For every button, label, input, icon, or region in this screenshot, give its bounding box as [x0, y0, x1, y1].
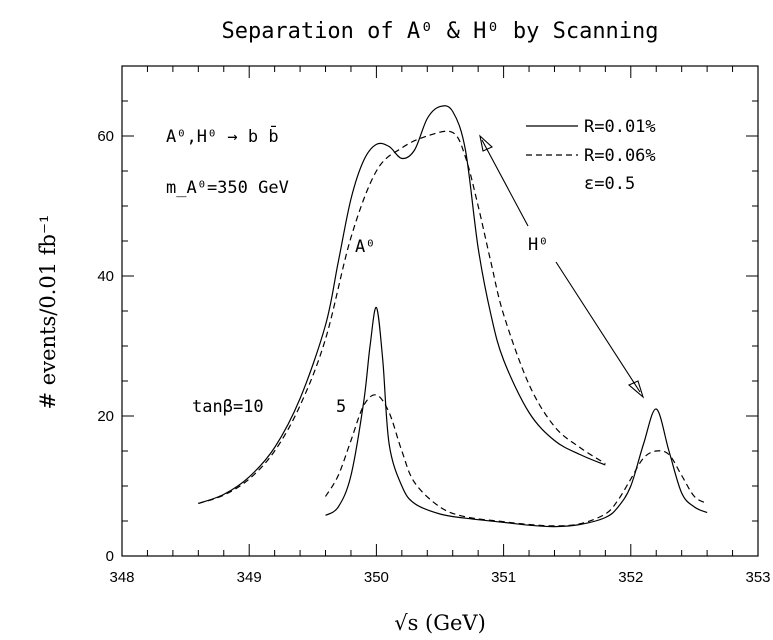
- series-line-solid-tanb10: [198, 105, 606, 505]
- epsilon-label: ε=0.5: [584, 174, 635, 194]
- y-axis-label: # events/0.01 fb⁻¹: [36, 215, 60, 410]
- a0-label: A⁰: [355, 237, 375, 257]
- h0-arrowhead-upper: [479, 134, 493, 152]
- x-tick-label: 351: [491, 569, 516, 586]
- legend: R=0.01% R=0.06% ε=0.5: [526, 117, 656, 194]
- tanb5-label: 5: [336, 397, 346, 417]
- series-line-dashed-tanb10: [198, 130, 606, 505]
- y-tick-label: 20: [97, 408, 114, 425]
- x-axis-label: √s (GeV): [394, 611, 486, 635]
- chart-title: Separation of A⁰ & H⁰ by Scanning: [221, 19, 658, 44]
- legend-label-dashed: R=0.06%: [584, 146, 656, 166]
- legend-label-solid: R=0.01%: [584, 117, 656, 137]
- h0-arrowhead-lower: [627, 380, 645, 399]
- y-tick-label: 0: [106, 548, 114, 565]
- series-line-dashed-tanb5: [325, 394, 708, 527]
- x-tick-label: 352: [618, 569, 643, 586]
- h0-arrow-upper: [481, 139, 529, 227]
- y-tick-label: 60: [97, 128, 114, 145]
- h0-arrow-lower: [555, 261, 641, 393]
- tanb10-label: tanβ=10: [192, 397, 264, 417]
- x-axis: 348 349 350 351 352 353: [109, 66, 771, 586]
- y-tick-label: 40: [97, 268, 114, 285]
- h0-label: H⁰: [528, 235, 548, 255]
- series-line-solid-tanb5: [325, 306, 708, 528]
- y-axis: 0 20 40 60: [97, 65, 758, 565]
- x-tick-label: 350: [364, 569, 389, 586]
- x-tick-label: 353: [745, 569, 770, 586]
- series-group: [198, 105, 708, 528]
- process-label: A⁰,H⁰ → b b̄: [166, 124, 279, 147]
- x-tick-label: 349: [237, 569, 262, 586]
- x-tick-label: 348: [109, 569, 134, 586]
- h0-arrows: [479, 134, 645, 399]
- mass-label: m_A⁰=350 GeV: [166, 178, 289, 198]
